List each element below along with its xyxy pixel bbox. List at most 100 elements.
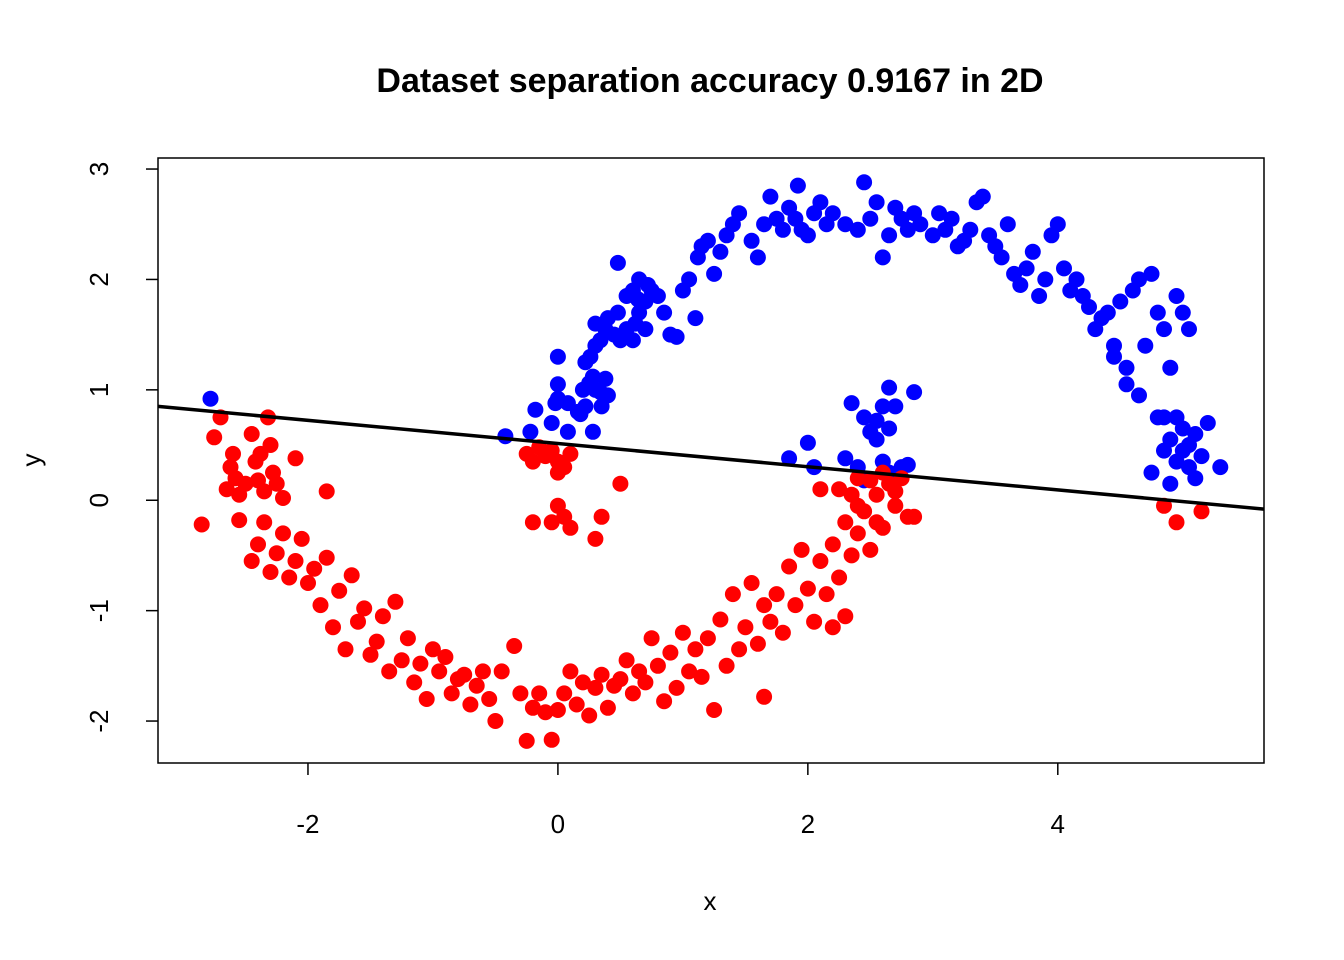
blue-data-point <box>656 304 673 321</box>
red-data-point <box>868 486 885 503</box>
red-data-point <box>574 674 591 691</box>
red-data-point <box>587 679 604 696</box>
blue-data-point <box>1162 475 1179 492</box>
red-data-point <box>537 704 554 721</box>
blue-data-point <box>856 174 873 191</box>
blue-data-point <box>881 227 898 244</box>
x-axis-label: x <box>704 886 717 916</box>
red-data-point <box>662 644 679 661</box>
blue-data-point <box>962 221 979 238</box>
red-data-point <box>824 536 841 553</box>
plot-area <box>193 174 1229 749</box>
blue-data-point <box>899 221 916 238</box>
blue-data-point <box>849 221 866 238</box>
red-data-point <box>837 514 854 531</box>
red-data-point <box>787 597 804 614</box>
red-data-point <box>749 635 766 652</box>
blue-data-point <box>599 387 616 404</box>
red-data-point <box>862 541 879 558</box>
y-tick-label: 2 <box>84 272 114 286</box>
decision-boundary-layer <box>157 404 1265 511</box>
red-data-point <box>481 691 498 707</box>
red-data-point <box>337 641 354 658</box>
red-data-point <box>562 519 579 536</box>
blue-data-point <box>789 177 806 194</box>
y-tick-label: -2 <box>84 709 114 732</box>
red-data-point <box>549 464 566 481</box>
red-data-point <box>225 445 241 462</box>
blue-data-point <box>931 205 948 222</box>
red-data-point <box>343 567 360 584</box>
red-data-point <box>331 582 348 599</box>
blue-data-point <box>609 304 626 321</box>
red-data-point <box>306 560 323 577</box>
blue-data-point <box>1156 442 1172 459</box>
blue-data-point <box>1068 271 1085 288</box>
blue-data-point <box>1187 470 1204 487</box>
red-data-point <box>1193 503 1210 520</box>
blue-data-point <box>856 409 873 426</box>
red-data-point <box>393 652 410 669</box>
red-data-point <box>724 586 741 603</box>
red-data-point <box>887 497 904 514</box>
blue-data-point <box>1193 448 1210 465</box>
blue-data-point <box>906 384 923 401</box>
blue-data-point <box>559 423 576 440</box>
blue-data-point <box>868 194 885 211</box>
blue-data-point <box>681 271 698 288</box>
red-data-point <box>462 696 479 713</box>
blue-data-point <box>1018 260 1035 277</box>
blue-data-point <box>1162 359 1179 376</box>
blue-data-point <box>1037 271 1054 288</box>
red-data-point <box>193 516 210 533</box>
x-tick-label: 2 <box>801 809 815 839</box>
red-data-point <box>443 685 460 702</box>
blue-data-point <box>881 379 898 396</box>
red-data-point <box>756 597 773 614</box>
blue-data-point <box>1181 321 1197 338</box>
red-data-point <box>556 685 573 702</box>
red-data-point <box>687 641 704 658</box>
red-data-point <box>549 702 566 718</box>
red-data-point <box>712 611 729 628</box>
red-data-point <box>799 580 816 597</box>
red-data-point <box>524 699 541 716</box>
red-data-point <box>837 608 854 625</box>
red-data-point <box>843 547 860 564</box>
red-data-point <box>518 732 535 749</box>
blue-data-point <box>868 412 885 429</box>
red-data-point <box>381 663 398 680</box>
red-data-point <box>281 569 298 586</box>
blue-data-point <box>999 216 1016 233</box>
red-data-point <box>468 677 485 694</box>
blue-data-point <box>1106 348 1122 365</box>
blue-data-point <box>687 310 704 327</box>
blue-data-point <box>584 423 601 440</box>
blue-data-point <box>1174 420 1191 437</box>
blue-data-point <box>799 227 816 244</box>
red-data-point <box>1168 514 1185 531</box>
blue-data-point <box>731 205 748 222</box>
x-tick-label: 0 <box>551 809 565 839</box>
blue-data-point <box>1112 293 1129 310</box>
red-data-point <box>831 481 848 498</box>
blue-data-point <box>881 420 898 437</box>
blue-data-point <box>1099 304 1116 321</box>
blue-data-point <box>874 249 891 266</box>
blue-data-point <box>577 398 594 415</box>
blue-data-point <box>868 431 885 448</box>
red-data-point <box>524 453 541 470</box>
red-data-point <box>793 541 810 558</box>
red-data-point <box>318 483 335 500</box>
red-data-point <box>681 663 698 680</box>
red-data-point <box>256 514 273 531</box>
red-data-point <box>831 569 848 586</box>
red-data-point <box>812 481 829 498</box>
red-data-point <box>737 619 754 636</box>
blue-data-point <box>639 277 656 293</box>
red-data-point <box>849 470 866 487</box>
blue-data-point <box>1149 409 1166 426</box>
blue-data-point <box>699 232 716 249</box>
red-data-point <box>774 624 791 641</box>
blue-data-point <box>812 194 829 211</box>
